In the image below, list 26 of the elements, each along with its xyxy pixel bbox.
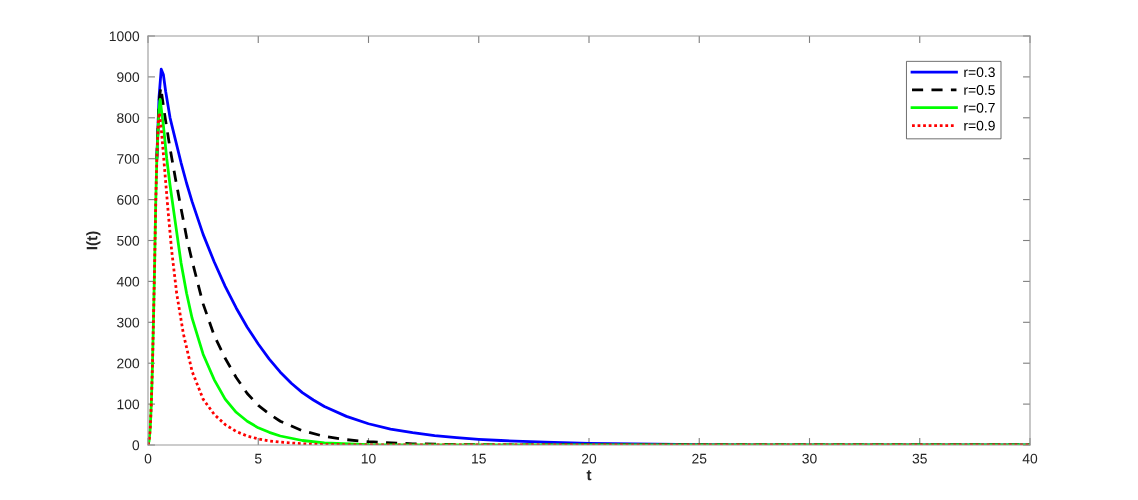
y-tick-label: 800 (117, 113, 140, 123)
legend-label: r=0.7 (964, 102, 995, 113)
y-tick-label: 500 (117, 235, 140, 246)
y-tick-label: 300 (117, 317, 140, 328)
x-tick-label: 25 (692, 453, 707, 464)
x-tick-label: 10 (361, 453, 376, 464)
y-tick-label: 400 (116, 276, 140, 287)
x-tick-label: 15 (472, 453, 486, 464)
x-tick-label: 40 (1022, 453, 1038, 464)
x-tick-label: 5 (254, 453, 262, 464)
y-tick-label: 600 (117, 194, 140, 205)
legend-label: r=0.5 (964, 85, 995, 95)
y-tick-label: 700 (117, 154, 140, 164)
y-tick-label: 100 (117, 399, 140, 410)
x-tick-label: 0 (144, 453, 152, 464)
x-tick-label: 20 (581, 453, 597, 464)
x-axis-title: t (586, 470, 592, 481)
x-tick-label: 30 (802, 453, 817, 464)
legend-label: r=0.9 (964, 120, 995, 131)
y-tick-label: 200 (117, 358, 140, 369)
y-tick-label: 0 (132, 440, 140, 451)
y-tick-label: 900 (117, 72, 140, 83)
y-tick-label: 1000 (109, 31, 140, 42)
y-axis-title: I(t) (86, 231, 101, 250)
legend-label: r=0.3 (964, 67, 995, 78)
x-tick-label: 35 (912, 453, 927, 464)
